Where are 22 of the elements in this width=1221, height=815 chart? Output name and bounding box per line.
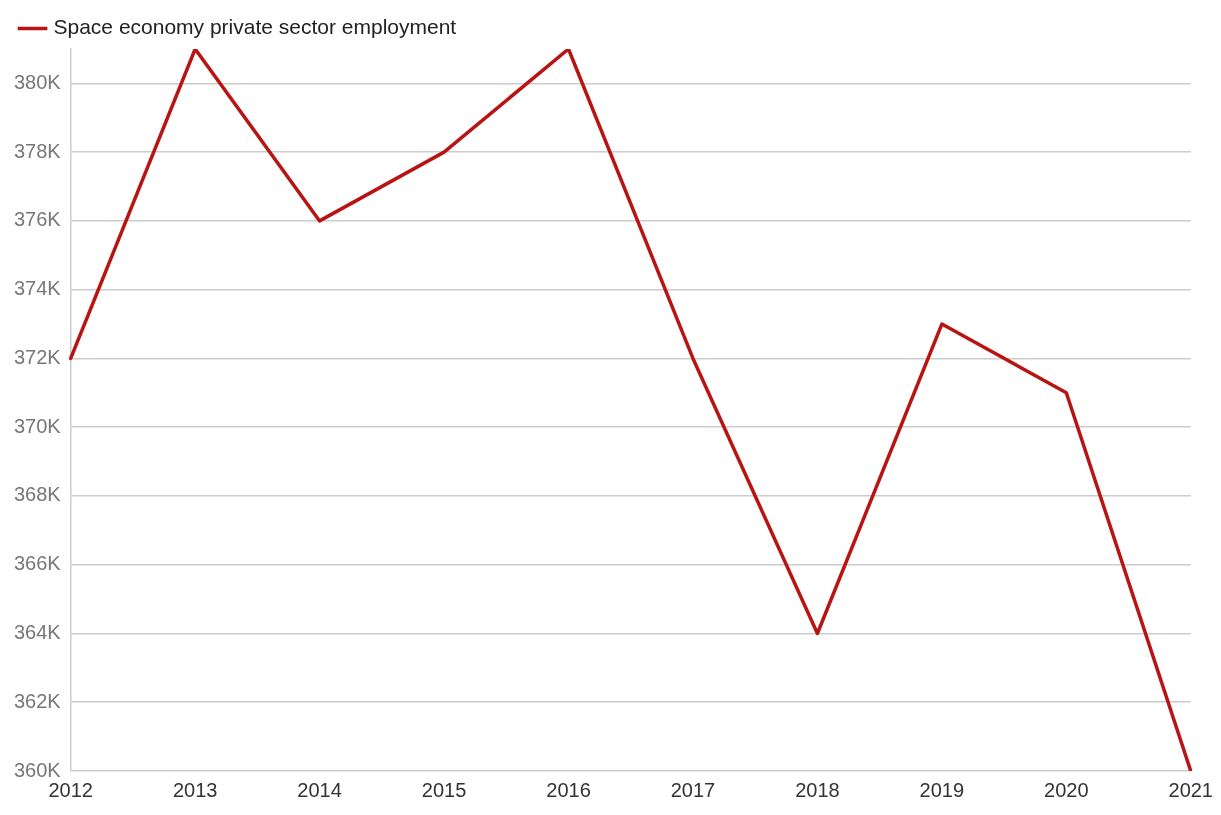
x-tick-label: 2021 [1168,778,1213,801]
y-tick-label: 380K [13,70,62,93]
y-tick-label: 366K [13,552,62,575]
y-tick-label: 360K [13,758,62,781]
x-tick-label: 2019 [919,778,965,801]
y-tick-label: 364K [13,620,62,643]
x-tick-label: 2012 [48,778,93,801]
x-tick-label: 2020 [1044,778,1089,801]
x-tick-label: 2013 [172,778,218,801]
y-tick-label: 376K [13,208,62,231]
x-tick-label: 2017 [670,778,716,801]
x-tick-label: 2015 [421,778,467,801]
y-tick-label: 368K [13,483,62,506]
y-tick-label: 374K [13,277,62,300]
y-tick-label: 378K [13,139,62,162]
x-tick-label: 2014 [297,778,342,801]
legend-label: Space economy private sector employment [53,15,457,39]
y-tick-label: 372K [13,345,62,368]
x-tick-label: 2016 [546,778,591,801]
y-tick-label: 370K [13,414,62,437]
x-tick-label: 2018 [795,778,840,801]
y-tick-label: 362K [13,689,62,712]
